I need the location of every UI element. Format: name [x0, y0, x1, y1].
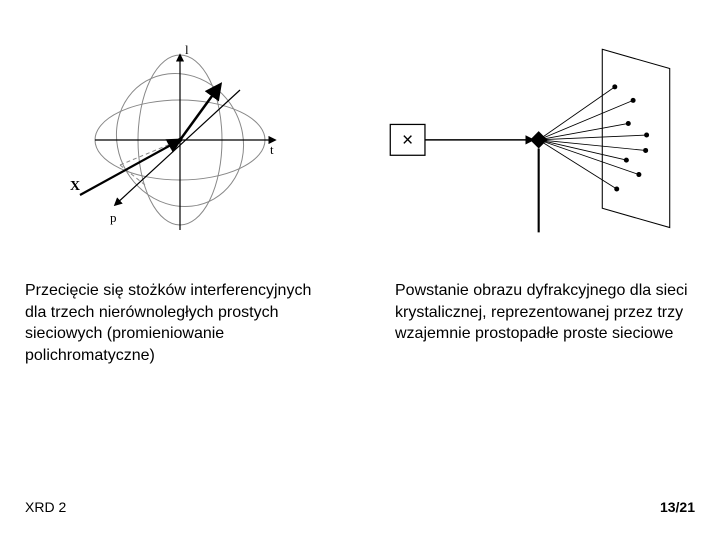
svg-text:p: p	[110, 210, 117, 225]
page-number: 13/21	[660, 499, 695, 515]
svg-text:l: l	[185, 42, 189, 57]
diffraction-pattern-diagram: ×	[380, 30, 680, 250]
svg-text:X: X	[70, 179, 80, 194]
svg-text:×: ×	[402, 130, 413, 151]
interference-cones-diagram: l t p X	[70, 30, 290, 250]
footer-label: XRD 2	[25, 499, 66, 515]
caption-right: Powstanie obrazu dyfrakcyjnego dla sieci…	[395, 280, 695, 366]
svg-text:t: t	[270, 142, 274, 157]
caption-left: Przecięcie się stożków interferencyjnych…	[25, 280, 330, 366]
page-total: 21	[679, 499, 695, 515]
page-current: 13	[660, 499, 676, 515]
